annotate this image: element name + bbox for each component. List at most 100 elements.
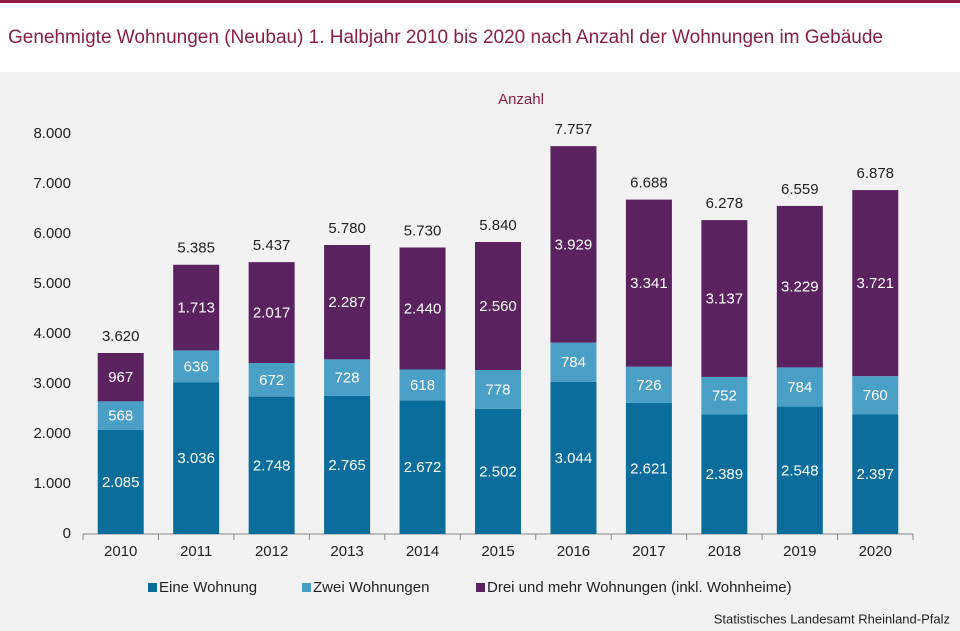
y-tick-label: 1.000 — [33, 475, 71, 492]
data-label: 568 — [108, 408, 133, 425]
bar-segment — [625, 199, 672, 367]
data-label: 726 — [636, 377, 661, 394]
data-label: 784 — [561, 354, 586, 371]
data-label: 2.621 — [630, 460, 668, 477]
x-tick-label: 2011 — [180, 543, 212, 560]
bar-segment — [324, 395, 371, 534]
x-tick-label: 2020 — [859, 543, 892, 560]
data-label: 2.389 — [706, 466, 744, 483]
bar-segment — [324, 359, 371, 396]
y-tick-label: 5.000 — [33, 275, 71, 292]
total-label: 5.437 — [253, 237, 291, 254]
bar-segment — [852, 414, 899, 534]
bar-segment — [852, 376, 899, 415]
data-label: 728 — [335, 370, 360, 387]
legend-swatch — [148, 583, 157, 592]
x-tick-label: 2013 — [330, 543, 363, 560]
x-tick-label: 2018 — [708, 543, 741, 560]
data-label: 2.548 — [781, 462, 819, 479]
x-tick-label: 2017 — [632, 543, 665, 560]
bar-segment — [248, 363, 295, 397]
bar-segment — [248, 396, 295, 534]
total-label: 6.878 — [856, 165, 894, 182]
bar-segment — [173, 382, 220, 534]
total-label: 5.780 — [328, 220, 366, 237]
data-label: 2.672 — [404, 459, 442, 476]
bar-segment — [550, 146, 597, 343]
top-border — [0, 0, 960, 3]
bar-segment — [173, 350, 220, 383]
total-label: 7.757 — [555, 121, 593, 138]
bar-segment — [701, 414, 748, 534]
bar-segment — [625, 366, 672, 403]
data-label: 778 — [485, 381, 510, 398]
total-label: 6.688 — [630, 175, 668, 192]
legend-swatch — [302, 583, 311, 592]
x-tick-label: 2010 — [104, 543, 137, 560]
legend-swatch — [476, 583, 485, 592]
legend-label: Eine Wohnung — [159, 579, 257, 596]
total-label: 5.385 — [177, 240, 215, 257]
bar-segment — [776, 367, 823, 407]
data-label: 3.721 — [856, 275, 894, 292]
data-label: 784 — [787, 379, 812, 396]
data-label: 2.287 — [328, 294, 366, 311]
data-label: 2.560 — [479, 298, 517, 315]
data-label: 2.397 — [856, 466, 894, 483]
data-label: 752 — [712, 388, 737, 405]
bar-segment — [852, 190, 899, 377]
x-tick-label: 2019 — [783, 543, 816, 560]
bar-segment — [97, 401, 144, 430]
data-label: 3.044 — [555, 450, 593, 467]
x-tick-label: 2014 — [406, 543, 439, 560]
data-label: 760 — [863, 387, 888, 404]
x-tick-label: 2016 — [557, 543, 590, 560]
bar-segment — [701, 220, 748, 377]
bar-segment — [550, 342, 597, 382]
y-tick-label: 6.000 — [33, 225, 71, 242]
x-tick-label: 2012 — [255, 543, 288, 560]
bar-segment — [399, 400, 446, 534]
bar-segment — [776, 406, 823, 534]
total-label: 5.730 — [404, 222, 442, 239]
x-tick-label: 2015 — [481, 543, 514, 560]
y-tick-label: 3.000 — [33, 375, 71, 392]
data-label: 1.713 — [177, 300, 215, 317]
data-label: 2.765 — [328, 457, 366, 474]
source: Statistisches Landesamt Rheinland-Pfalz — [714, 611, 950, 626]
total-label: 6.278 — [706, 195, 744, 212]
data-label: 2.017 — [253, 305, 291, 322]
chart-title: Genehmigte Wohnungen (Neubau) 1. Halbjah… — [8, 27, 883, 48]
bar-segment — [475, 408, 521, 534]
total-label: 5.840 — [479, 217, 517, 234]
legend-label: Zwei Wohnungen — [313, 579, 429, 596]
bar-segment — [97, 353, 144, 402]
bar-segment — [625, 402, 672, 534]
data-label: 3.341 — [630, 275, 668, 292]
data-label: 636 — [184, 358, 209, 375]
bar-segment — [475, 370, 521, 409]
total-label: 3.620 — [102, 328, 140, 345]
data-label: 3.229 — [781, 279, 819, 296]
bar-segment — [399, 369, 446, 401]
bar-segment — [248, 262, 295, 363]
data-label: 2.085 — [102, 474, 140, 491]
data-label: 672 — [259, 372, 284, 389]
bar-segment — [701, 376, 748, 415]
y-axis-label: Anzahl — [498, 91, 544, 108]
data-label: 3.036 — [177, 450, 215, 467]
bar-segment — [97, 429, 144, 534]
bar-segment — [776, 205, 823, 368]
data-label: 2.440 — [404, 300, 442, 317]
data-label: 3.137 — [706, 290, 744, 307]
y-tick-label: 7.000 — [33, 175, 71, 192]
data-label: 618 — [410, 377, 435, 394]
y-tick-label: 2.000 — [33, 425, 71, 442]
data-label: 2.748 — [253, 457, 291, 474]
data-label: 3.929 — [555, 236, 593, 253]
bar-segment — [173, 264, 220, 351]
bar-segment — [324, 245, 371, 360]
bar-segment — [475, 242, 521, 370]
y-tick-label: 4.000 — [33, 325, 71, 342]
